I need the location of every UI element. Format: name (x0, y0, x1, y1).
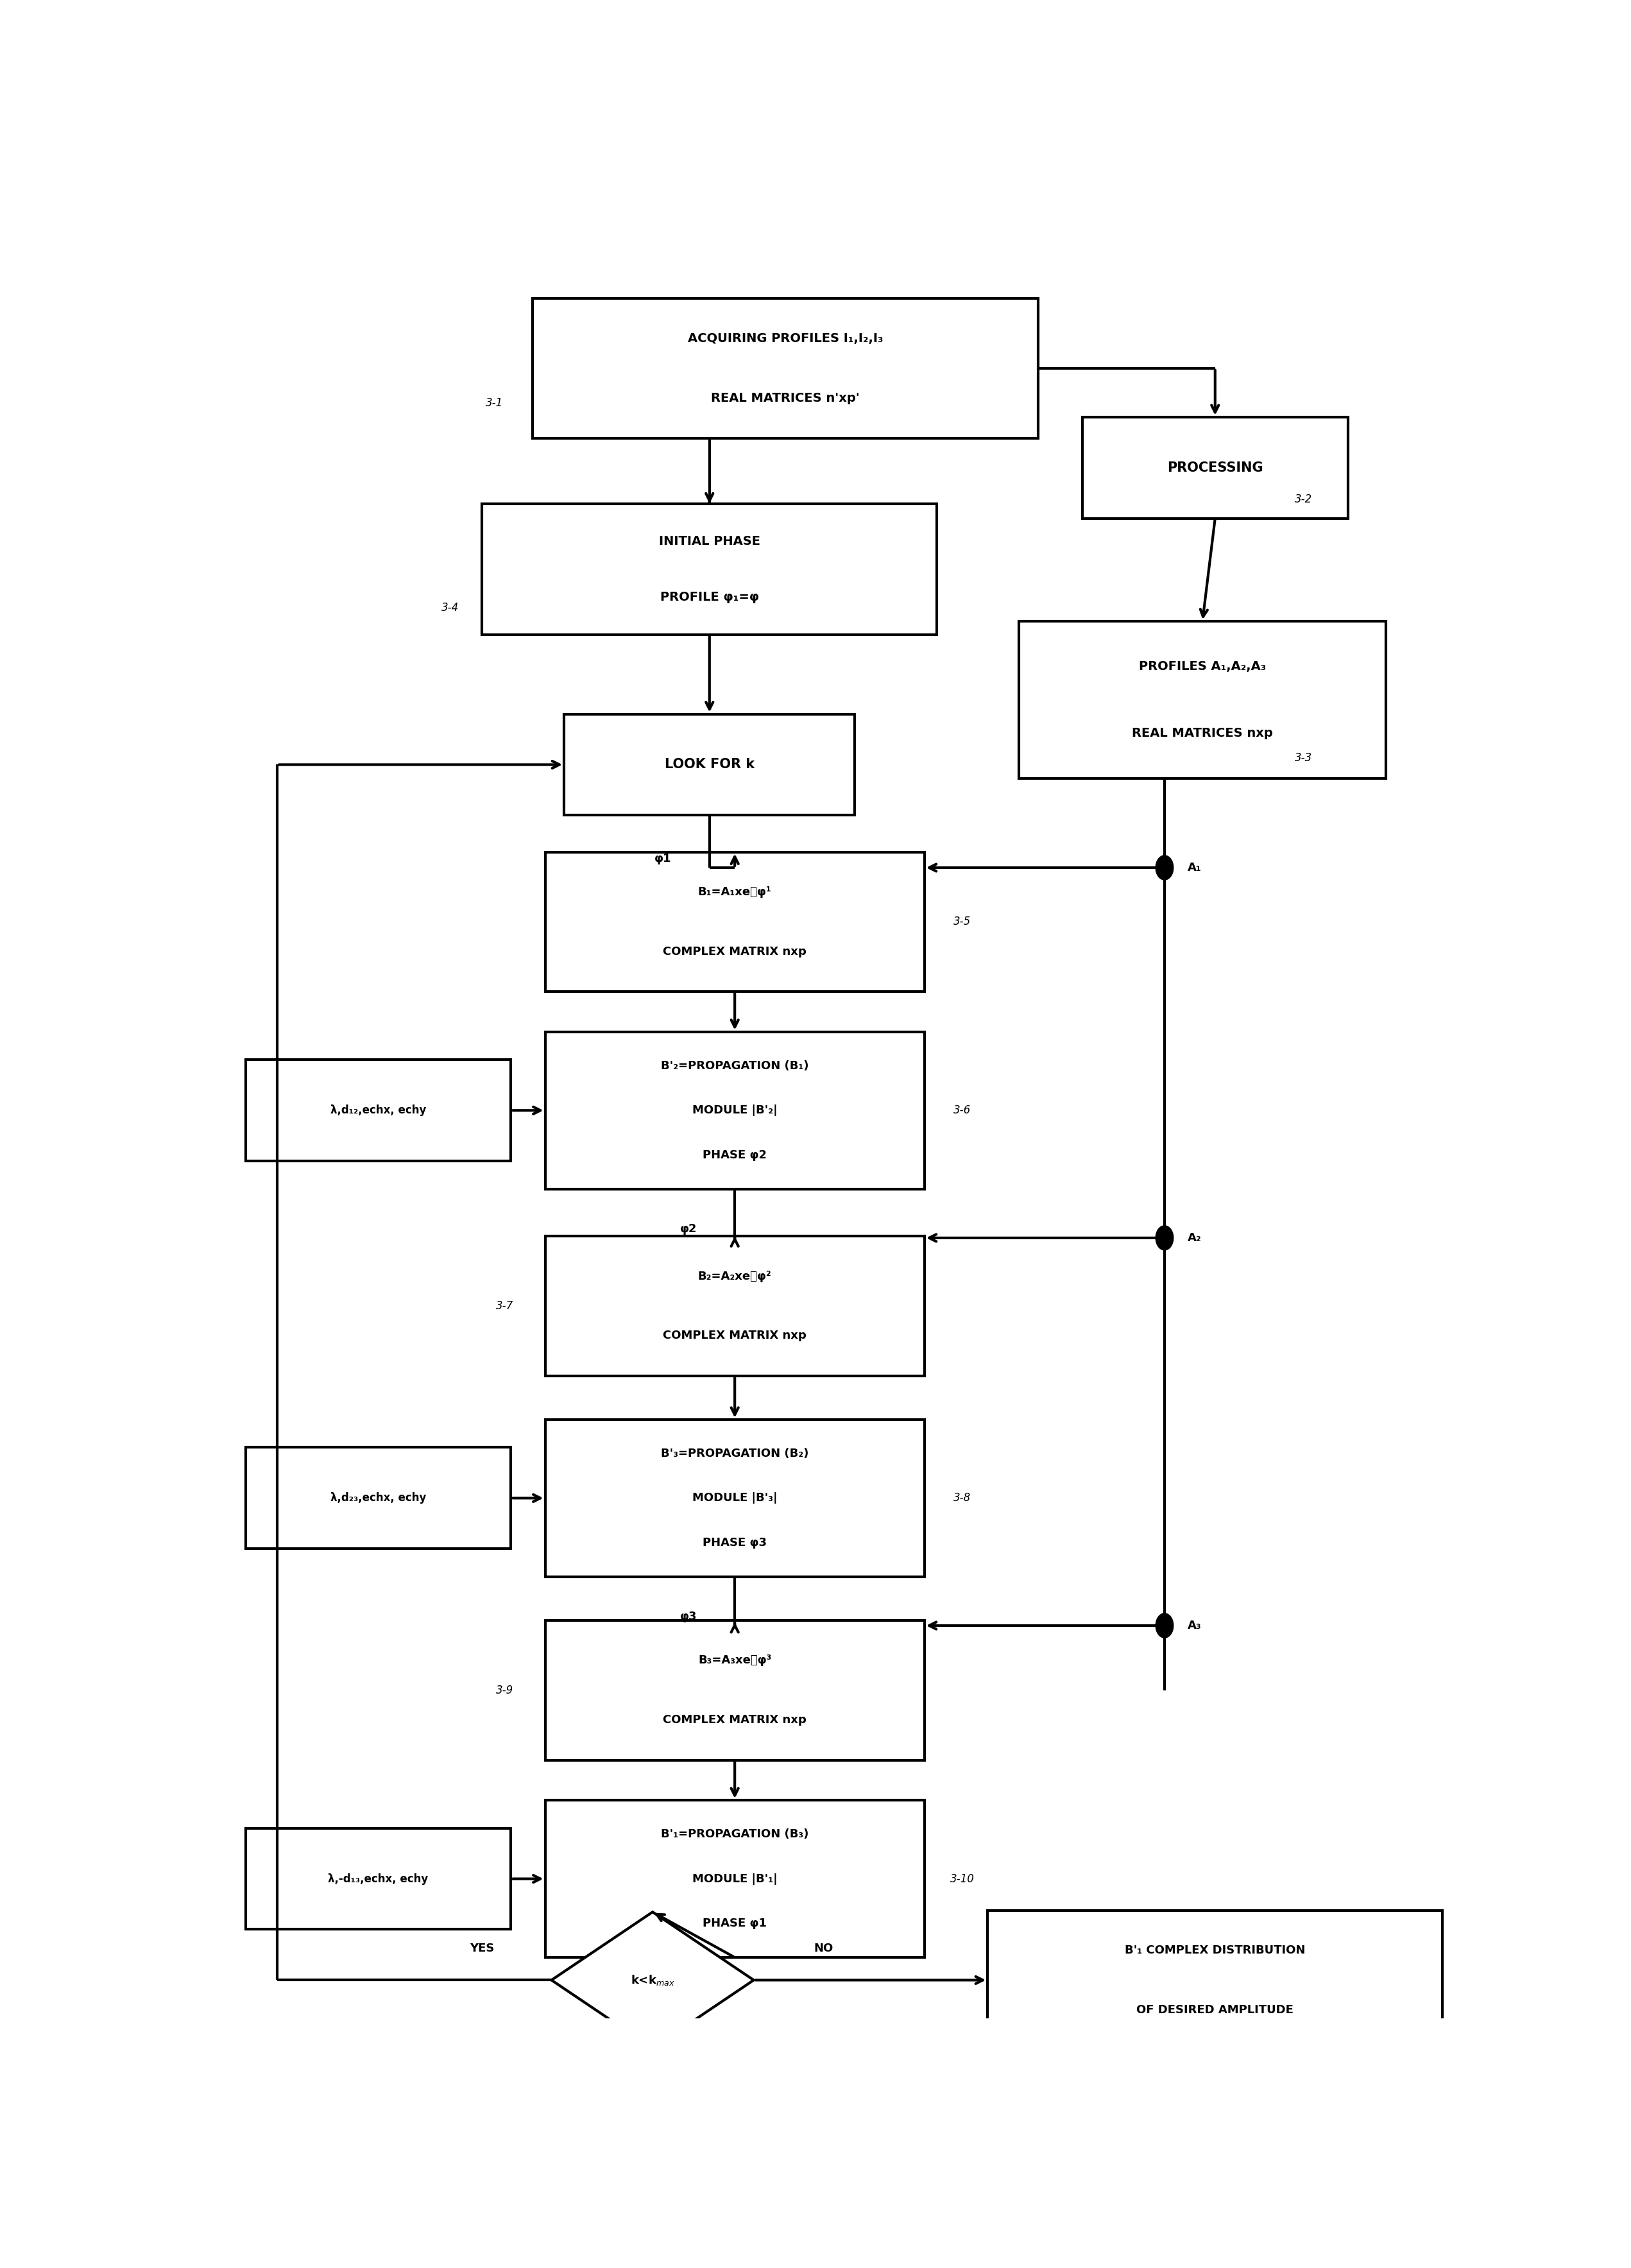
Text: B₁=A₁xe⁩φ¹: B₁=A₁xe⁩φ¹ (698, 887, 771, 898)
Text: φ1: φ1 (654, 853, 672, 864)
Circle shape (1156, 1613, 1173, 1637)
Circle shape (1156, 1225, 1173, 1250)
Text: COMPLEX MATRIX nxp: COMPLEX MATRIX nxp (662, 1715, 807, 1726)
Text: λ,-d₁₃,echx, echy: λ,-d₁₃,echx, echy (328, 1873, 429, 1885)
Text: A₂: A₂ (1187, 1232, 1202, 1243)
Bar (246, 1828, 511, 1930)
Text: 3-7: 3-7 (496, 1300, 514, 1311)
Text: COMPLEX MATRIX nxp: COMPLEX MATRIX nxp (662, 1329, 807, 1340)
Bar (545, 1236, 925, 1377)
Text: A₃: A₃ (1187, 1619, 1200, 1631)
Text: 3-9: 3-9 (496, 1685, 514, 1696)
Text: φ3: φ3 (680, 1610, 696, 1622)
Text: λ,d₁₂,echx, echy: λ,d₁₂,echx, echy (331, 1105, 426, 1116)
Circle shape (1156, 855, 1173, 880)
Text: PHASE φ1: PHASE φ1 (703, 1916, 767, 1930)
Polygon shape (551, 1912, 754, 2048)
Bar (246, 1059, 511, 1161)
Text: MODULE |B'₂|: MODULE |B'₂| (692, 1105, 778, 1116)
Text: 3-2: 3-2 (1295, 494, 1313, 506)
Text: OF DESIRED AMPLITUDE: OF DESIRED AMPLITUDE (1137, 2005, 1293, 2016)
Text: PROCESSING: PROCESSING (1168, 460, 1262, 474)
Text: REAL MATRICES n'xp': REAL MATRICES n'xp' (711, 392, 860, 404)
Text: B₂=A₂xe⁩φ²: B₂=A₂xe⁩φ² (698, 1270, 771, 1281)
Bar (246, 1447, 511, 1549)
Bar (545, 1032, 925, 1188)
Text: B'₁=PROPAGATION (B₃): B'₁=PROPAGATION (B₃) (661, 1828, 809, 1839)
Text: PHASE φ2: PHASE φ2 (703, 1150, 767, 1161)
Bar (1083, 417, 1347, 519)
Bar (545, 1801, 925, 1957)
Text: k<k$_{max}$: k<k$_{max}$ (631, 1973, 675, 1987)
Bar (483, 503, 938, 635)
Text: INITIAL PHASE: INITIAL PHASE (659, 535, 760, 547)
Text: 3-8: 3-8 (954, 1492, 970, 1504)
Text: MODULE |B'₁|: MODULE |B'₁| (692, 1873, 778, 1885)
Bar (1019, 621, 1386, 778)
Text: PROFILE φ₁=φ: PROFILE φ₁=φ (661, 590, 758, 603)
Text: 3-10: 3-10 (951, 1873, 974, 1885)
Text: YES: YES (470, 1944, 494, 1955)
Text: 3-3: 3-3 (1295, 753, 1313, 764)
Text: REAL MATRICES nxp: REAL MATRICES nxp (1132, 728, 1272, 739)
Text: MODULE |B'₃|: MODULE |B'₃| (692, 1492, 778, 1504)
Text: B'₁ COMPLEX DISTRIBUTION: B'₁ COMPLEX DISTRIBUTION (1125, 1944, 1305, 1957)
Bar (988, 1910, 1443, 2050)
Text: 3-1: 3-1 (486, 397, 504, 408)
Bar (564, 714, 855, 814)
Text: ACQUIRING PROFILES I₁,I₂,I₃: ACQUIRING PROFILES I₁,I₂,I₃ (688, 333, 882, 345)
Bar (545, 1420, 925, 1576)
Text: PHASE φ3: PHASE φ3 (703, 1538, 767, 1549)
Bar (545, 1619, 925, 1760)
Text: φ2: φ2 (680, 1222, 696, 1236)
Text: LOOK FOR k: LOOK FOR k (664, 758, 755, 771)
Text: NO: NO (814, 1944, 833, 1955)
Text: 3-5: 3-5 (954, 916, 970, 928)
Text: 3-6: 3-6 (954, 1105, 970, 1116)
Text: 3-4: 3-4 (442, 601, 458, 612)
Text: COMPLEX MATRIX nxp: COMPLEX MATRIX nxp (662, 946, 807, 957)
Text: B'₂=PROPAGATION (B₁): B'₂=PROPAGATION (B₁) (661, 1059, 809, 1073)
Text: A₁: A₁ (1187, 862, 1202, 873)
Bar (545, 853, 925, 991)
Text: B₃=A₃xe⁩φ³: B₃=A₃xe⁩φ³ (698, 1656, 771, 1667)
Text: PROFILES A₁,A₂,A₃: PROFILES A₁,A₂,A₃ (1138, 660, 1266, 674)
Bar (532, 299, 1039, 438)
Text: λ,d₂₃,echx, echy: λ,d₂₃,echx, echy (331, 1492, 426, 1504)
Text: B'₃=PROPAGATION (B₂): B'₃=PROPAGATION (B₂) (661, 1447, 809, 1458)
